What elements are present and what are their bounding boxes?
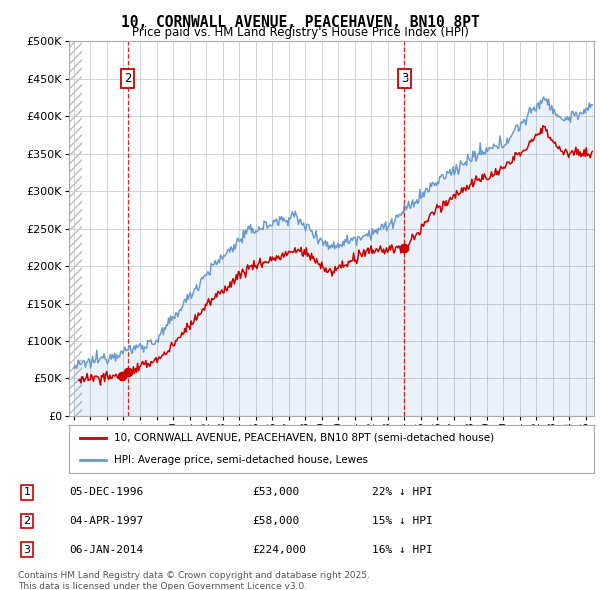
- Text: Contains HM Land Registry data © Crown copyright and database right 2025.
This d: Contains HM Land Registry data © Crown c…: [18, 571, 370, 590]
- Text: 10, CORNWALL AVENUE, PEACEHAVEN, BN10 8PT (semi-detached house): 10, CORNWALL AVENUE, PEACEHAVEN, BN10 8P…: [113, 433, 494, 443]
- Text: £53,000: £53,000: [252, 487, 299, 497]
- Text: Price paid vs. HM Land Registry's House Price Index (HPI): Price paid vs. HM Land Registry's House …: [131, 26, 469, 39]
- Text: £58,000: £58,000: [252, 516, 299, 526]
- Text: 1: 1: [23, 487, 31, 497]
- Text: 04-APR-1997: 04-APR-1997: [69, 516, 143, 526]
- Text: 10, CORNWALL AVENUE, PEACEHAVEN, BN10 8PT: 10, CORNWALL AVENUE, PEACEHAVEN, BN10 8P…: [121, 15, 479, 30]
- Bar: [69, 41, 82, 416]
- Text: 3: 3: [401, 72, 408, 86]
- Text: 3: 3: [23, 545, 31, 555]
- Text: HPI: Average price, semi-detached house, Lewes: HPI: Average price, semi-detached house,…: [113, 455, 368, 465]
- Text: 06-JAN-2014: 06-JAN-2014: [69, 545, 143, 555]
- Text: 05-DEC-1996: 05-DEC-1996: [69, 487, 143, 497]
- Text: £224,000: £224,000: [252, 545, 306, 555]
- Text: 16% ↓ HPI: 16% ↓ HPI: [372, 545, 433, 555]
- Text: 15% ↓ HPI: 15% ↓ HPI: [372, 516, 433, 526]
- Text: 2: 2: [23, 516, 31, 526]
- Text: 2: 2: [124, 72, 131, 86]
- Text: 22% ↓ HPI: 22% ↓ HPI: [372, 487, 433, 497]
